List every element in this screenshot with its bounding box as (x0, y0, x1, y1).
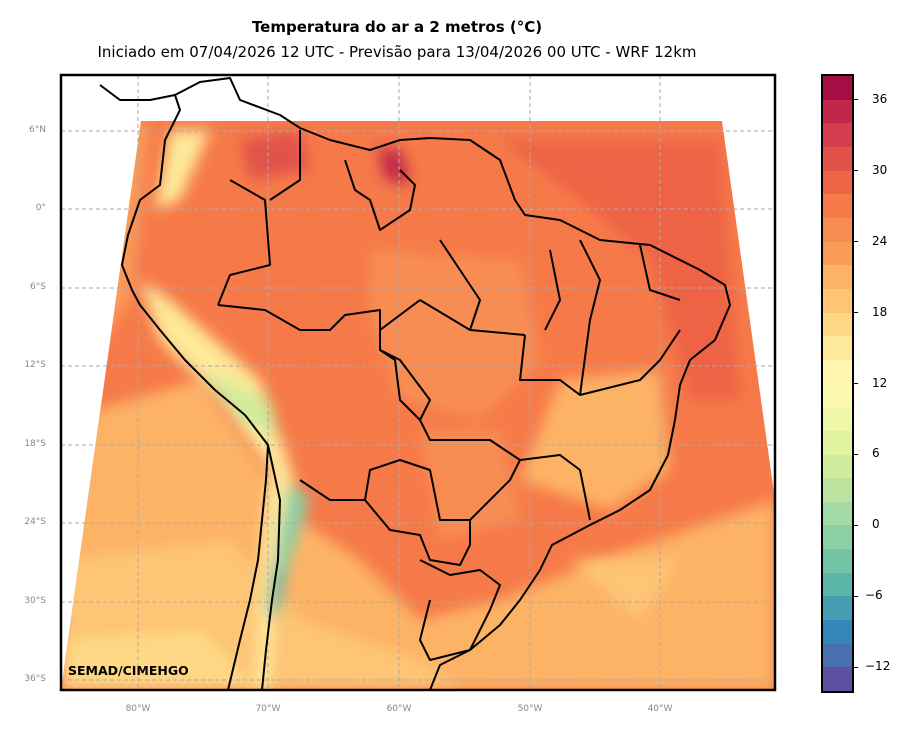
colorbar-tick (852, 311, 858, 314)
colorbar-band (823, 146, 852, 171)
colorbar-band (823, 312, 852, 337)
lat-label: 24°S (24, 517, 46, 527)
colorbar-tick (852, 595, 858, 598)
colorbar-band (823, 336, 852, 360)
colorbar-tick-label: 36 (872, 91, 888, 106)
colorbar-tick-label: 18 (872, 304, 888, 319)
colorbar-band (823, 572, 852, 597)
colorbar-tick (852, 453, 858, 456)
colorbar-band (823, 123, 852, 147)
colorbar-band (823, 596, 852, 621)
colorbar-tick-label: −12 (865, 659, 891, 674)
colorbar-band (823, 478, 852, 502)
colorbar-band (823, 430, 852, 455)
watermark: SEMAD/CIMEHGO (68, 663, 189, 678)
colorbar-band (823, 667, 852, 692)
graticule (61, 75, 775, 690)
colorbar-tick (852, 98, 858, 101)
lat-label: 36°S (24, 674, 46, 684)
colorbar-band (823, 501, 852, 526)
lat-label: 6°S (30, 282, 46, 292)
colorbar-band (823, 194, 852, 218)
colorbar-band (823, 454, 852, 479)
lon-label: 80°W (125, 704, 151, 714)
colorbar-band (823, 643, 852, 668)
colorbar-band (823, 241, 852, 266)
colorbar-band (823, 383, 852, 408)
colorbar-band (823, 170, 852, 195)
lat-label: 12°S (24, 360, 46, 370)
colorbar (821, 74, 854, 693)
colorbar-band (823, 99, 852, 124)
colorbar-band (823, 525, 852, 550)
colorbar-tick-label: 24 (872, 233, 888, 248)
lat-label: 6°N (29, 125, 46, 135)
colorbar-tick-label: 12 (872, 375, 888, 390)
map-frame (59, 73, 777, 692)
map-subtitle: Iniciado em 07/04/2026 12 UTC - Previsão… (97, 43, 697, 61)
colorbar-band (823, 265, 852, 289)
temperature-field (61, 121, 775, 690)
lat-label: 18°S (24, 439, 46, 449)
colorbar-tick-label: −6 (865, 588, 883, 603)
colorbar-band (823, 359, 852, 384)
colorbar-tick (852, 169, 858, 172)
colorbar-band (823, 549, 852, 573)
lon-label: 50°W (517, 704, 543, 714)
map-title: Temperatura do ar a 2 metros (°C) (251, 18, 543, 36)
lon-label: 70°W (255, 704, 281, 714)
colorbar-tick (852, 240, 858, 243)
colorbar-band (823, 76, 852, 100)
colorbar-tick (852, 382, 858, 385)
colorbar-band (823, 620, 852, 644)
country-borders (99, 77, 731, 691)
lon-label: 60°W (386, 704, 412, 714)
colorbar-tick (852, 524, 858, 527)
lon-label: 40°W (647, 704, 673, 714)
colorbar-tick-label: 6 (872, 446, 880, 461)
colorbar-band (823, 288, 852, 313)
lat-label: 0° (35, 203, 46, 213)
colorbar-band (823, 217, 852, 242)
lat-label: 30°S (24, 596, 46, 606)
colorbar-tick-label: 0 (872, 517, 880, 532)
colorbar-tick (852, 666, 858, 669)
colorbar-tick-label: 30 (872, 162, 888, 177)
colorbar-band (823, 407, 852, 431)
